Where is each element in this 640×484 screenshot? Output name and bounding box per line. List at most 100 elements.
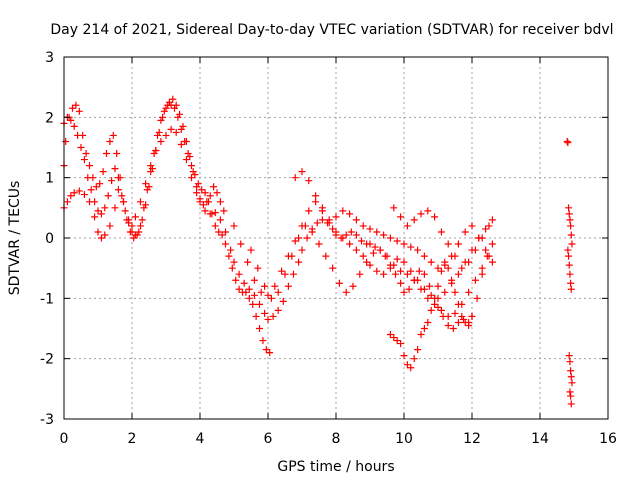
x-tick-label: 8 xyxy=(332,431,341,447)
data-point xyxy=(99,168,107,176)
data-point xyxy=(101,204,109,212)
data-point xyxy=(75,107,83,115)
data-point xyxy=(254,264,262,272)
data-point xyxy=(451,288,459,296)
data-point xyxy=(485,222,493,230)
data-point xyxy=(565,210,573,218)
data-point xyxy=(284,282,292,290)
data-point xyxy=(567,373,575,381)
data-point xyxy=(451,309,459,317)
data-point xyxy=(182,137,190,145)
data-point xyxy=(461,318,469,326)
data-point xyxy=(565,261,573,269)
data-point xyxy=(150,150,158,158)
data-point xyxy=(128,222,136,230)
data-point xyxy=(488,216,496,224)
data-point xyxy=(295,234,303,242)
data-point xyxy=(264,315,272,323)
data-point xyxy=(444,264,452,272)
data-point xyxy=(147,168,155,176)
data-point xyxy=(420,252,428,260)
data-point xyxy=(70,122,78,130)
data-point xyxy=(417,210,425,218)
data-point xyxy=(352,231,360,239)
data-point xyxy=(567,285,575,293)
data-point xyxy=(397,279,405,287)
series-trace-i xyxy=(563,137,576,408)
data-point xyxy=(84,174,92,182)
data-point xyxy=(104,192,112,200)
data-point xyxy=(390,261,398,269)
data-point xyxy=(206,192,214,200)
data-point xyxy=(567,400,575,408)
data-point xyxy=(145,183,153,191)
data-point xyxy=(400,288,408,296)
data-point xyxy=(386,234,394,242)
data-point xyxy=(414,246,422,254)
data-point xyxy=(303,234,311,242)
data-point xyxy=(471,246,479,254)
series-trace-a xyxy=(60,125,496,332)
data-point xyxy=(567,279,575,287)
data-point xyxy=(478,270,486,278)
data-point xyxy=(448,276,456,284)
data-point xyxy=(403,270,411,278)
data-point xyxy=(454,240,462,248)
y-tick-label: 2 xyxy=(45,110,54,126)
data-point xyxy=(568,379,576,387)
data-point xyxy=(390,204,398,212)
data-point xyxy=(488,258,496,266)
data-point xyxy=(410,216,418,224)
data-point xyxy=(191,171,199,179)
data-point xyxy=(318,216,326,224)
data-point xyxy=(125,219,133,227)
data-point xyxy=(437,306,445,314)
data-point xyxy=(193,183,201,191)
data-point xyxy=(121,207,129,215)
data-point xyxy=(271,282,279,290)
data-point xyxy=(96,180,104,188)
data-point xyxy=(62,137,70,145)
data-point xyxy=(256,300,263,308)
data-point xyxy=(154,131,161,139)
data-point xyxy=(230,258,238,266)
data-point xyxy=(308,228,316,236)
data-point xyxy=(242,288,250,296)
data-point xyxy=(108,177,116,185)
data-point xyxy=(189,168,197,176)
x-tick-label: 2 xyxy=(128,431,137,447)
data-point xyxy=(252,312,260,320)
y-tick-label: 3 xyxy=(45,50,54,66)
data-point xyxy=(318,207,326,215)
data-point xyxy=(70,189,78,197)
data-point xyxy=(208,210,216,218)
data-point xyxy=(366,240,374,248)
y-tick-label: -2 xyxy=(40,352,54,368)
data-point xyxy=(194,180,202,188)
data-point xyxy=(400,258,408,266)
data-point xyxy=(339,234,347,242)
data-point xyxy=(403,222,411,230)
data-point xyxy=(67,116,75,124)
data-point xyxy=(301,222,309,230)
data-point xyxy=(167,125,175,133)
data-point xyxy=(437,228,445,236)
data-point xyxy=(567,222,575,230)
data-point xyxy=(123,216,131,224)
data-point xyxy=(458,264,466,272)
data-point xyxy=(441,288,449,296)
data-point xyxy=(128,228,136,236)
data-point xyxy=(193,189,201,197)
data-point xyxy=(261,282,269,290)
data-point xyxy=(142,201,150,209)
data-point xyxy=(369,249,377,257)
data-point xyxy=(359,252,367,260)
data-point xyxy=(313,219,321,227)
data-point xyxy=(72,101,80,109)
data-point xyxy=(94,228,102,236)
data-point xyxy=(407,243,415,251)
data-point xyxy=(427,291,435,299)
data-point xyxy=(403,361,411,369)
data-point xyxy=(160,107,168,115)
